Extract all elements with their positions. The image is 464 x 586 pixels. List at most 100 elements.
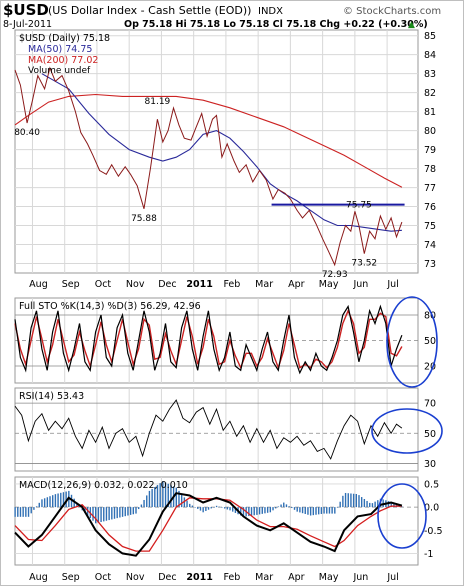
x-tick-label: 2011 [186, 279, 212, 290]
x-tick-label: Apr [288, 572, 305, 583]
y-tick-label: 0.5 [424, 479, 439, 490]
x-tick-label: Aug [29, 279, 48, 290]
macd-histogram-bar [78, 506, 81, 508]
x-tick-label: Jul [386, 279, 398, 290]
macd-histogram-bar [371, 503, 374, 508]
macd-histogram-bar [17, 507, 19, 517]
macd-histogram-bar [207, 507, 210, 510]
macd-histogram-bar [275, 507, 277, 509]
macd-histogram-bar [210, 507, 212, 509]
macd-histogram-bar [304, 507, 306, 514]
grid-layer [15, 30, 418, 565]
macd-histogram-bar [350, 493, 352, 508]
macd-histogram-bar [46, 497, 49, 508]
legend-rsi: RSI(14) 53.43 [19, 391, 84, 402]
legend-ma50: MA(50) 74.75 [28, 44, 92, 55]
macd-histogram-bar [162, 481, 164, 508]
y-tick-label: 83 [424, 69, 436, 80]
macd-histogram-bar [312, 507, 315, 516]
macd-histogram-bar [202, 507, 204, 513]
macd-histogram-bar [199, 507, 202, 511]
macd-histogram-bar [164, 482, 167, 508]
macd-histogram-bar [248, 507, 250, 517]
highlight-circle-rsi [371, 408, 443, 454]
macd-histogram-bar [218, 506, 220, 508]
macd-histogram-bar [54, 494, 57, 508]
x-tick-label: Oct [95, 572, 112, 583]
price-annotation: 75.88 [131, 214, 157, 224]
macd-histogram-bar [154, 487, 156, 508]
ma50-line [41, 73, 402, 232]
macd-histogram-bar [119, 507, 121, 518]
macd-histogram-bar [191, 505, 194, 508]
macd-histogram-bar [146, 495, 148, 508]
y-tick-label: -1 [424, 549, 433, 560]
marks-layer: Aug Aug Sep Sep Oct Oct Nov Nov Dec Dec 2011 2011 Fe… [14, 31, 443, 583]
x-tick-label: Sep [62, 572, 80, 583]
macd-histogram-bar [291, 507, 293, 509]
macd-histogram-bar [336, 507, 339, 508]
macd-histogram-bar [293, 507, 296, 510]
macd-histogram-bar [309, 507, 312, 516]
symbol-title: $USD [3, 1, 49, 19]
macd-histogram-bar [320, 507, 323, 514]
legend-macd: MACD(12,26,9) 0.032, 0.022, 0.010 [19, 480, 188, 491]
macd-histogram-bar [283, 502, 285, 508]
macd-histogram-bar [339, 501, 341, 508]
macd-histogram-bar [328, 507, 331, 514]
price-panel [14, 29, 419, 274]
x-tick-label: Aug [29, 572, 48, 583]
macd-histogram-bar [253, 507, 255, 516]
macd-histogram-bar [159, 483, 161, 508]
macd-histogram-bar [296, 507, 298, 512]
macd-histogram-bar [250, 507, 253, 516]
price-annotation: 81.19 [145, 97, 171, 107]
macd-histogram-bar [269, 507, 272, 513]
macd-histogram-bar [100, 507, 102, 523]
macd-histogram-bar [358, 495, 360, 508]
macd-histogram-bar [62, 492, 65, 508]
macd-histogram-bar [14, 507, 16, 517]
y-tick-label: 76 [424, 202, 436, 213]
y-tick-label: -0.5 [424, 526, 443, 537]
price-legend: $USD (Daily) 75.18 MA(50) 74.75 MA(200) … [19, 33, 110, 76]
y-tick-label: 20 [424, 362, 436, 373]
macd-histogram-bar [401, 506, 403, 508]
macd-histogram-bar [92, 507, 94, 521]
macd-histogram-bar [323, 507, 325, 514]
macd-histogram-bar [19, 507, 22, 517]
macd-histogram-bar [178, 490, 180, 508]
legend-volume: Volume undef [28, 66, 91, 76]
price-annotation: 80.40 [14, 128, 40, 138]
y-tick-label: 80 [424, 126, 436, 137]
macd-histogram-bar [143, 499, 145, 508]
macd-histogram-bar [180, 494, 183, 508]
macd-histogram-bar [121, 507, 124, 517]
macd-histogram-bar [97, 507, 100, 523]
macd-line [14, 492, 403, 557]
y-tick-label: 85 [424, 31, 436, 42]
legend-ma200: MA(200) 77.02 [28, 55, 98, 66]
macd-histogram-bar [186, 500, 188, 508]
quote-line: Op 75.18 Hi 75.18 Lo 75.18 Cl 75.18 Chg … [124, 19, 428, 30]
x-tick-label: Feb [223, 279, 240, 290]
macd-histogram-bar [334, 507, 336, 514]
macd-histogram-bar [57, 493, 59, 508]
macd-histogram-bar [363, 499, 366, 508]
macd-histogram-bar [135, 507, 137, 514]
x-tick-label: Apr [288, 279, 305, 290]
macd-histogram-bar [242, 507, 245, 517]
y-tick-label: 81 [424, 107, 436, 118]
macd-histogram-bar [288, 506, 290, 508]
macd-histogram-bar [272, 507, 274, 511]
legend-sto: Full STO %K(14,3) %D(3) 56.29, 42.96 [19, 301, 201, 312]
macd-histogram-bar [197, 507, 199, 509]
macd-histogram-bar [264, 507, 266, 514]
macd-histogram-bar [129, 507, 132, 515]
macd-histogram-bar [137, 507, 140, 510]
macd-histogram-bar [223, 507, 226, 509]
macd-histogram-bar [315, 507, 317, 515]
macd-histogram-bar [342, 495, 344, 508]
macd-histogram-bar [277, 506, 280, 508]
macd-histogram-bar [352, 493, 355, 508]
